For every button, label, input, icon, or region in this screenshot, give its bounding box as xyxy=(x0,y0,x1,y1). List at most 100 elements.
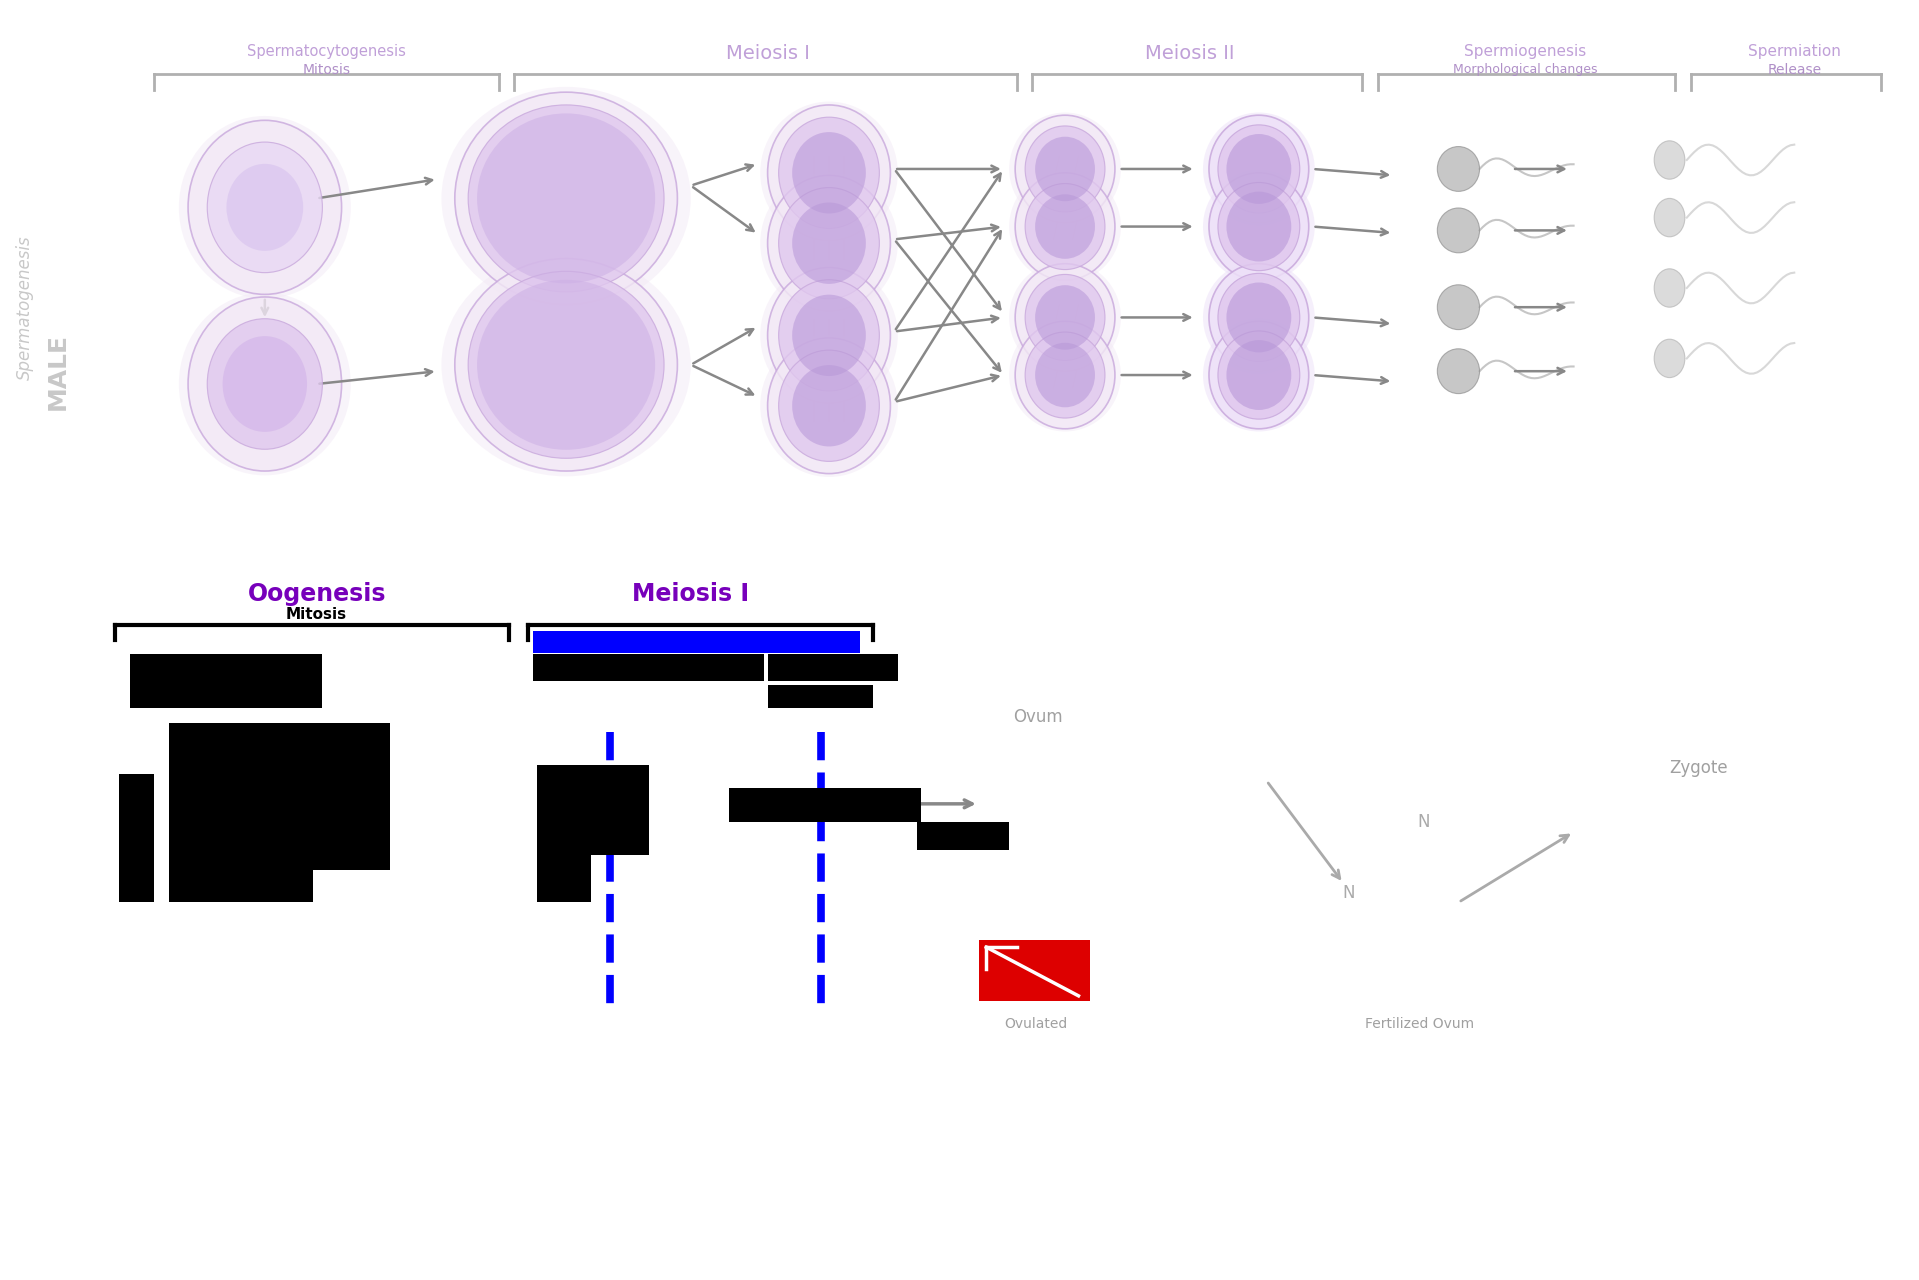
Bar xyxy=(917,822,1009,850)
Ellipse shape xyxy=(1209,115,1309,223)
Ellipse shape xyxy=(760,264,898,407)
Text: Fertilized Ovum: Fertilized Ovum xyxy=(1366,1018,1474,1030)
Ellipse shape xyxy=(1654,198,1685,237)
Ellipse shape xyxy=(760,172,898,315)
Ellipse shape xyxy=(1025,274,1105,361)
Ellipse shape xyxy=(1203,319,1315,431)
Text: Spermiation: Spermiation xyxy=(1748,44,1840,59)
Ellipse shape xyxy=(1226,283,1291,352)
Ellipse shape xyxy=(1025,125,1105,212)
Ellipse shape xyxy=(779,280,879,390)
Ellipse shape xyxy=(478,114,654,283)
Ellipse shape xyxy=(188,120,342,294)
Ellipse shape xyxy=(1034,195,1096,259)
Ellipse shape xyxy=(1009,113,1121,225)
Ellipse shape xyxy=(1025,332,1105,419)
Ellipse shape xyxy=(207,319,322,449)
Text: Ovulated: Ovulated xyxy=(1006,1018,1067,1030)
Ellipse shape xyxy=(1034,285,1096,349)
Text: Meiosis I: Meiosis I xyxy=(725,44,810,63)
Ellipse shape xyxy=(455,92,677,305)
Ellipse shape xyxy=(1015,321,1115,429)
Ellipse shape xyxy=(441,87,691,310)
Bar xyxy=(169,723,390,870)
Ellipse shape xyxy=(793,294,865,376)
Text: Spermatocytogenesis: Spermatocytogenesis xyxy=(248,44,405,59)
Ellipse shape xyxy=(478,280,654,449)
Ellipse shape xyxy=(779,118,879,228)
Ellipse shape xyxy=(223,337,307,431)
Ellipse shape xyxy=(1437,285,1480,329)
Text: N: N xyxy=(1343,884,1355,902)
Ellipse shape xyxy=(1015,115,1115,223)
Ellipse shape xyxy=(779,188,879,298)
Ellipse shape xyxy=(760,101,898,244)
Ellipse shape xyxy=(1654,339,1685,378)
Ellipse shape xyxy=(1203,261,1315,374)
Bar xyxy=(537,851,591,902)
Ellipse shape xyxy=(1226,192,1291,261)
Text: Meiosis I: Meiosis I xyxy=(631,582,750,607)
Text: MALE: MALE xyxy=(46,333,69,410)
Bar xyxy=(537,765,649,855)
Text: Morphological changes: Morphological changes xyxy=(1453,63,1599,76)
Ellipse shape xyxy=(1219,183,1299,270)
Ellipse shape xyxy=(178,293,351,475)
Text: Zygote: Zygote xyxy=(1670,759,1729,777)
Ellipse shape xyxy=(760,334,898,477)
Ellipse shape xyxy=(1025,183,1105,270)
Ellipse shape xyxy=(1203,170,1315,283)
Ellipse shape xyxy=(1009,319,1121,431)
Ellipse shape xyxy=(1437,207,1480,253)
Ellipse shape xyxy=(768,105,890,241)
Ellipse shape xyxy=(1015,173,1115,280)
Text: Ovum: Ovum xyxy=(1013,708,1063,726)
Text: Release: Release xyxy=(1767,63,1821,77)
Text: Spermatogenesis: Spermatogenesis xyxy=(15,236,35,379)
Ellipse shape xyxy=(793,202,865,284)
Ellipse shape xyxy=(468,271,664,458)
Ellipse shape xyxy=(1034,343,1096,407)
Ellipse shape xyxy=(441,253,691,476)
Ellipse shape xyxy=(779,351,879,461)
Ellipse shape xyxy=(1654,141,1685,179)
Ellipse shape xyxy=(1654,269,1685,307)
Bar xyxy=(768,654,898,681)
Ellipse shape xyxy=(1437,146,1480,192)
Bar xyxy=(533,631,860,653)
Bar xyxy=(979,940,1090,1001)
Bar xyxy=(119,774,154,902)
Text: Mitosis: Mitosis xyxy=(301,63,351,77)
Ellipse shape xyxy=(1203,113,1315,225)
Ellipse shape xyxy=(1437,348,1480,394)
Text: Spermiogenesis: Spermiogenesis xyxy=(1464,44,1587,59)
Ellipse shape xyxy=(1009,261,1121,374)
Ellipse shape xyxy=(1009,170,1121,283)
Ellipse shape xyxy=(793,365,865,447)
Ellipse shape xyxy=(768,338,890,474)
Text: Mitosis: Mitosis xyxy=(286,607,347,622)
Text: Oogenesis: Oogenesis xyxy=(248,582,386,607)
Ellipse shape xyxy=(1209,264,1309,371)
Ellipse shape xyxy=(468,105,664,292)
Ellipse shape xyxy=(1015,264,1115,371)
Ellipse shape xyxy=(188,297,342,471)
Ellipse shape xyxy=(1034,137,1096,201)
Ellipse shape xyxy=(793,132,865,214)
Ellipse shape xyxy=(1219,332,1299,419)
Ellipse shape xyxy=(455,259,677,471)
Ellipse shape xyxy=(1219,125,1299,212)
Bar xyxy=(729,788,921,822)
Text: Meiosis II: Meiosis II xyxy=(1146,44,1234,63)
Bar xyxy=(768,685,873,708)
Bar xyxy=(533,654,764,681)
Ellipse shape xyxy=(1209,321,1309,429)
Ellipse shape xyxy=(178,116,351,298)
Ellipse shape xyxy=(1219,274,1299,361)
Bar xyxy=(130,654,322,681)
Ellipse shape xyxy=(1226,340,1291,410)
Ellipse shape xyxy=(1226,134,1291,204)
Ellipse shape xyxy=(207,142,322,273)
Bar xyxy=(130,681,322,708)
Ellipse shape xyxy=(1209,173,1309,280)
